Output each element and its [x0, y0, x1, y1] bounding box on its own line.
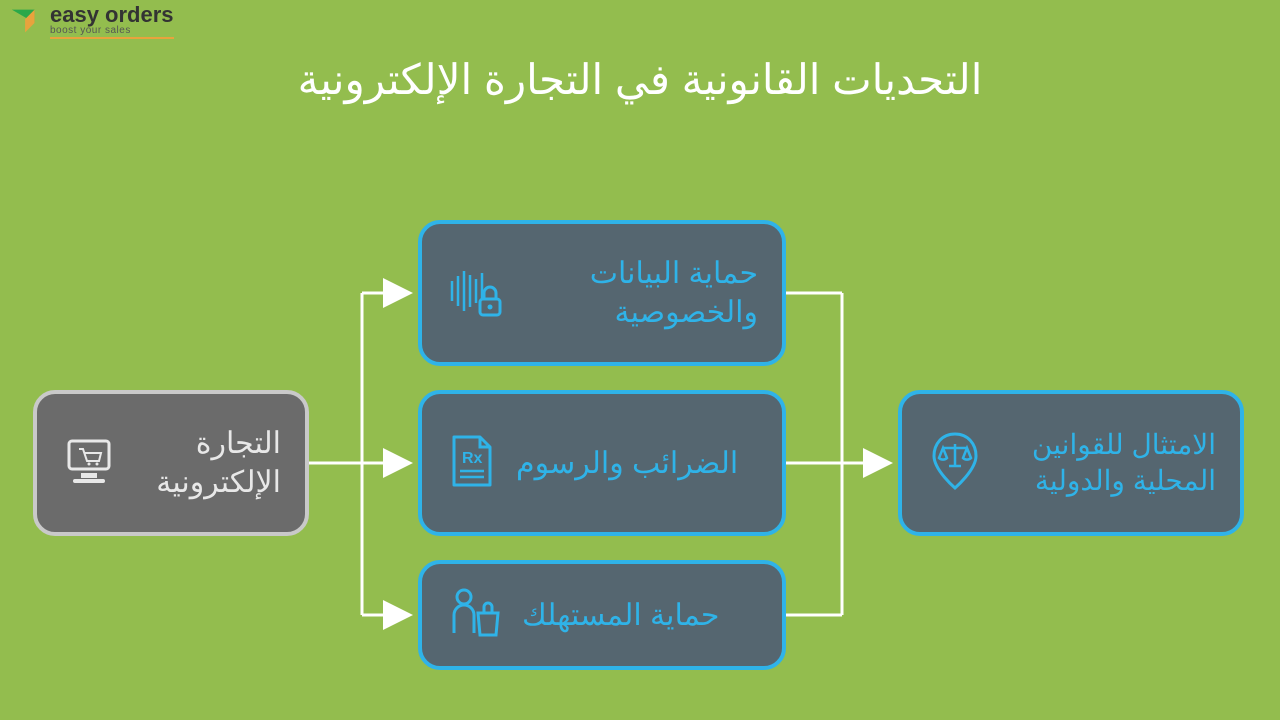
node-data-privacy: حماية البيانات والخصوصية	[418, 220, 786, 366]
node-data-privacy-label: حماية البيانات والخصوصية	[524, 254, 758, 332]
node-taxes-label: الضرائب والرسوم	[516, 444, 738, 483]
node-compliance-label: الامتثال للقوانين المحلية والدولية	[1002, 427, 1216, 500]
tax-document-icon: Rx	[446, 431, 498, 496]
scales-location-icon	[926, 430, 984, 497]
svg-text:Rx: Rx	[462, 450, 483, 467]
node-consumer-protection: حماية المستهلك	[418, 560, 786, 670]
node-taxes: Rx الضرائب والرسوم	[418, 390, 786, 536]
computer-cart-icon	[61, 433, 117, 494]
consumer-protection-icon	[446, 585, 504, 646]
node-consumer-protection-label: حماية المستهلك	[522, 596, 719, 635]
node-root-label: التجارة الإلكترونية	[135, 424, 281, 502]
node-root: التجارة الإلكترونية	[33, 390, 309, 536]
data-lock-icon	[446, 261, 506, 326]
node-compliance: الامتثال للقوانين المحلية والدولية	[898, 390, 1244, 536]
flow-diagram: التجارة الإلكترونية حماية البيانات والخص…	[0, 0, 1280, 720]
